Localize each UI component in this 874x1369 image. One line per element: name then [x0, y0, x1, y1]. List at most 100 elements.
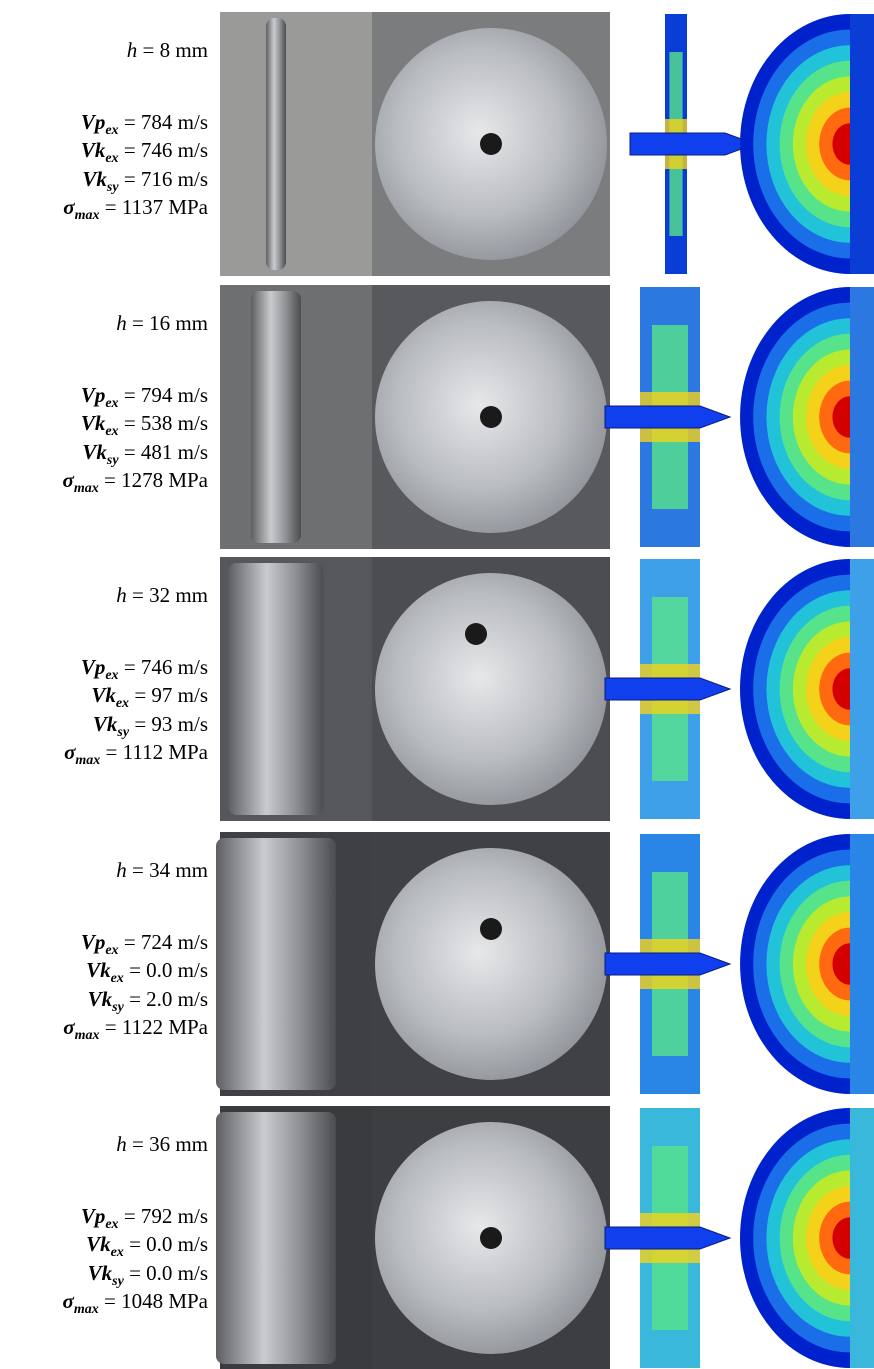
symbol: h [116, 1132, 127, 1156]
parameter-line: σmax = 1137 MPa [63, 194, 208, 223]
value: = 481 m/s [123, 439, 208, 464]
sim-disk-edge [850, 559, 874, 819]
sim-ring [832, 123, 850, 165]
row-images [220, 12, 874, 276]
thickness-label: h = 8 mm [127, 38, 208, 63]
subscript: max [74, 207, 100, 223]
parameter-line: σmax = 1048 MPa [63, 1289, 208, 1317]
sim-projectile [629, 132, 757, 156]
value: = 746 m/s [123, 138, 208, 163]
subscript: ex [115, 696, 130, 712]
thickness-label: h = 36 mm [116, 1132, 208, 1157]
symbol: σ [64, 739, 76, 764]
specimen-disk [375, 573, 607, 805]
subscript: ex [105, 396, 119, 411]
value: = 97 m/s [134, 683, 208, 708]
symbol: Vk [80, 411, 106, 436]
sim-ring [832, 943, 850, 985]
symbol: h [126, 38, 138, 62]
subscript: max [73, 1301, 99, 1317]
sim-projectile [604, 1226, 732, 1250]
parameter-line: Vpex = 724 m/s [80, 930, 208, 958]
impact-hole [480, 406, 502, 428]
parameter-line: Vksy = 2.0 m/s [88, 987, 208, 1015]
thickness-label: h = 16 mm [116, 311, 208, 336]
subscript: sy [112, 1273, 124, 1289]
value: = 1122 MPa [104, 1014, 208, 1039]
symbol: Vk [86, 1232, 111, 1257]
thickness-label: h = 32 mm [116, 583, 208, 608]
symbol: Vp [80, 110, 106, 134]
sim-ring [832, 396, 850, 438]
sim-disk-edge [850, 14, 874, 274]
specimen-side [216, 838, 336, 1090]
row-images [216, 1106, 874, 1369]
value: = 93 m/s [134, 711, 208, 736]
subscript: max [75, 752, 101, 768]
subscript: sy [106, 452, 119, 468]
symbol: Vk [86, 958, 111, 983]
parameter-line: σmax = 1122 MPa [63, 1014, 208, 1043]
symbol: Vk [91, 683, 116, 708]
thickness-label: h = 34 mm [116, 858, 208, 883]
value: = 0.0 m/s [129, 1260, 208, 1285]
value: = 0.0 m/s [129, 1232, 208, 1257]
sim-ring [832, 1217, 850, 1259]
parameter-line: Vpex = 784 m/s [80, 110, 208, 138]
impact-hole [480, 918, 502, 940]
parameter-line: σmax = 1278 MPa [62, 467, 208, 496]
specimen-side [228, 563, 324, 815]
symbol: Vp [80, 930, 106, 954]
value: = 36 mm [131, 1132, 208, 1156]
row-images [220, 285, 874, 549]
value: = 16 mm [131, 311, 208, 335]
subscript: sy [117, 724, 130, 740]
value: = 8 mm [142, 38, 208, 62]
row-images [216, 832, 874, 1096]
value: = 794 m/s [123, 383, 208, 407]
sim-disk-edge [850, 834, 874, 1094]
subscript: ex [105, 668, 119, 683]
parameter-line: Vpex = 794 m/s [81, 383, 208, 411]
parameter-line: Vkex = 538 m/s [80, 411, 208, 440]
value: = 1112 MPa [105, 739, 208, 764]
symbol: Vp [80, 1204, 106, 1228]
parameter-line: Vksy = 716 m/s [82, 166, 208, 195]
value: = 1278 MPa [103, 467, 208, 492]
subscript: sy [112, 999, 124, 1015]
parameter-line: Vksy = 93 m/s [93, 711, 208, 740]
subscript: ex [110, 971, 124, 987]
value: = 746 m/s [123, 655, 208, 679]
subscript: ex [110, 1245, 124, 1261]
sim-disk-edge [850, 287, 874, 547]
parameter-line: Vkex = 746 m/s [81, 138, 208, 167]
subscript: ex [105, 943, 119, 958]
subscript: ex [105, 1217, 119, 1232]
subscript: ex [105, 123, 119, 138]
subscript: ex [105, 424, 119, 440]
symbol: h [116, 583, 127, 607]
specimen-side [266, 18, 286, 270]
parameter-line: σmax = 1112 MPa [64, 739, 208, 768]
value: = 716 m/s [123, 166, 208, 191]
side-photo [220, 12, 372, 276]
specimen-side [216, 1112, 336, 1364]
symbol: Vk [87, 1260, 113, 1285]
value: = 32 mm [131, 583, 208, 607]
subscript: ex [105, 151, 119, 167]
parameter-line: Vksy = 481 m/s [82, 439, 208, 468]
symbol: Vk [82, 166, 107, 191]
parameter-line: Vkex = 0.0 m/s [86, 1232, 208, 1261]
value: = 1137 MPa [104, 194, 208, 219]
impact-hole [480, 1227, 502, 1249]
subscript: max [73, 480, 99, 496]
value: = 538 m/s [123, 411, 208, 436]
symbol: σ [63, 194, 75, 219]
parameter-line: Vkex = 0.0 m/s [86, 958, 208, 987]
subscript: sy [106, 179, 119, 195]
symbol: σ [62, 467, 74, 492]
symbol: h [116, 311, 127, 335]
value: = 784 m/s [123, 110, 208, 134]
